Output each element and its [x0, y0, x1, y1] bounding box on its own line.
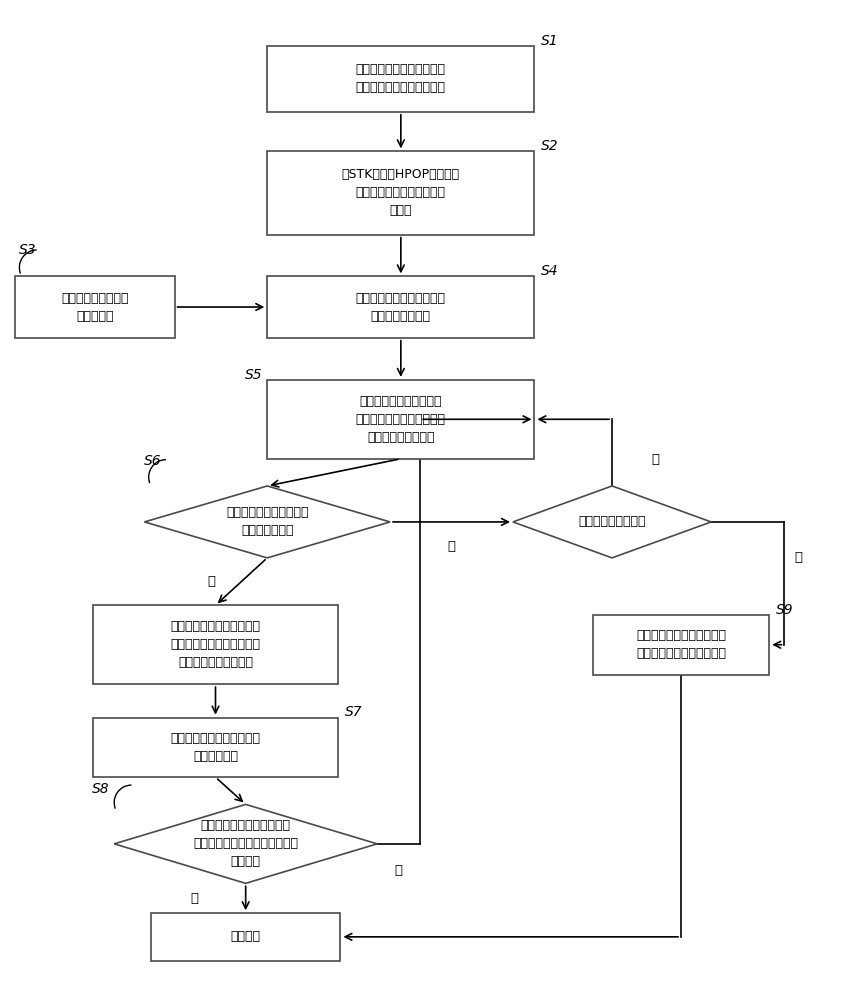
Text: 是: 是 — [207, 575, 215, 588]
Text: 是: 是 — [189, 892, 198, 905]
FancyBboxPatch shape — [93, 718, 338, 777]
FancyBboxPatch shape — [267, 380, 534, 459]
Text: S5: S5 — [245, 368, 263, 382]
Text: 确定卫星工况，建立太阳
光、地气光边界数学方程及
不受杂散光影响区域: 确定卫星工况，建立太阳 光、地气光边界数学方程及 不受杂散光影响区域 — [356, 395, 445, 444]
Text: 设计各种工况至少有一个星
敏可正常工作安装指向布局: 设计各种工况至少有一个星 敏可正常工作安装指向布局 — [635, 629, 725, 660]
Text: S7: S7 — [344, 705, 362, 719]
Text: 确定双视场星敏安装平面角
与进动角关系: 确定双视场星敏安装平面角 与进动角关系 — [170, 732, 260, 763]
Text: 是: 是 — [650, 453, 659, 466]
Text: 确定初始条件（轨道参数、
评估时刻、卫星重量体积）: 确定初始条件（轨道参数、 评估时刻、卫星重量体积） — [356, 63, 445, 94]
Polygon shape — [512, 486, 710, 558]
FancyBboxPatch shape — [15, 276, 174, 338]
Text: 判断不受杂光影响区域能
否安装双星敏？: 判断不受杂光影响区域能 否安装双星敏？ — [226, 506, 308, 537]
Text: 在STK中进行HPOP仿真，确
定太阳与卫星本体坐标系三
轴夹角: 在STK中进行HPOP仿真，确 定太阳与卫星本体坐标系三 轴夹角 — [341, 168, 460, 217]
FancyBboxPatch shape — [267, 46, 534, 112]
Text: 能否调整卫星工况？: 能否调整卫星工况？ — [578, 515, 645, 528]
Polygon shape — [144, 486, 389, 558]
Text: S8: S8 — [92, 782, 109, 796]
Text: S3: S3 — [19, 243, 37, 257]
Text: 确定地气光与卫星本
体边界夹角: 确定地气光与卫星本 体边界夹角 — [61, 292, 128, 323]
Text: S1: S1 — [541, 34, 558, 48]
FancyBboxPatch shape — [267, 151, 534, 235]
Text: S4: S4 — [541, 264, 558, 278]
FancyBboxPatch shape — [267, 276, 534, 338]
Text: 否: 否 — [394, 864, 402, 877]
Text: 否: 否 — [794, 551, 802, 564]
Polygon shape — [114, 804, 376, 883]
Text: S2: S2 — [541, 139, 558, 153]
Text: S6: S6 — [144, 454, 162, 468]
Text: 建立太阳、地气光与卫星本
体坐标系矢量模型: 建立太阳、地气光与卫星本 体坐标系矢量模型 — [356, 292, 445, 323]
FancyBboxPatch shape — [592, 615, 768, 675]
Text: 确定双视场星敏最大太阳、
地气光遮蔽角，判断是否满足设
计要求？: 确定双视场星敏最大太阳、 地气光遮蔽角，判断是否满足设 计要求？ — [193, 819, 298, 868]
Text: 否: 否 — [447, 540, 455, 553]
FancyBboxPatch shape — [151, 913, 340, 961]
Text: S9: S9 — [775, 603, 793, 617]
FancyBboxPatch shape — [93, 605, 338, 684]
Text: 确定杂散光边界夹角，确定
双视场星敏不受杂光影响双
星敏安装指向数学方程: 确定杂散光边界夹角，确定 双视场星敏不受杂光影响双 星敏安装指向数学方程 — [170, 620, 260, 669]
Text: 设计结束: 设计结束 — [231, 930, 260, 943]
